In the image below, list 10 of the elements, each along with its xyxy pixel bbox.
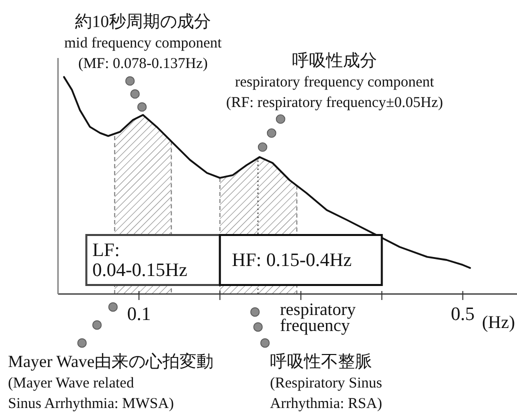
- x-tick-label: 0.5: [450, 304, 475, 325]
- band-label: LF: 0.04-0.15Hz: [92, 240, 188, 281]
- legend-label: respiratory frequency: [280, 299, 356, 335]
- text: Mayer Wave由来の心拍変動 (Mayer Wave related Sinus Arrhythmia: MWSA): [8, 352, 214, 412]
- band-label: HF: 0.15-0.4Hz: [232, 250, 352, 271]
- text: 呼吸性不整脈 (Respiratory Sinus Arrhythmia: RSA): [270, 352, 382, 412]
- annotation: 呼吸性成分 respiratory frequency component (RF: respiratory frequency±0.05Hz): [226, 51, 444, 112]
- x-tick-label: 0.1: [127, 304, 151, 325]
- annotation: 約10秒周期の成分 mid frequency component (MF: 0.078-0.137Hz): [64, 12, 223, 72]
- x-axis-title: (Hz): [482, 312, 515, 332]
